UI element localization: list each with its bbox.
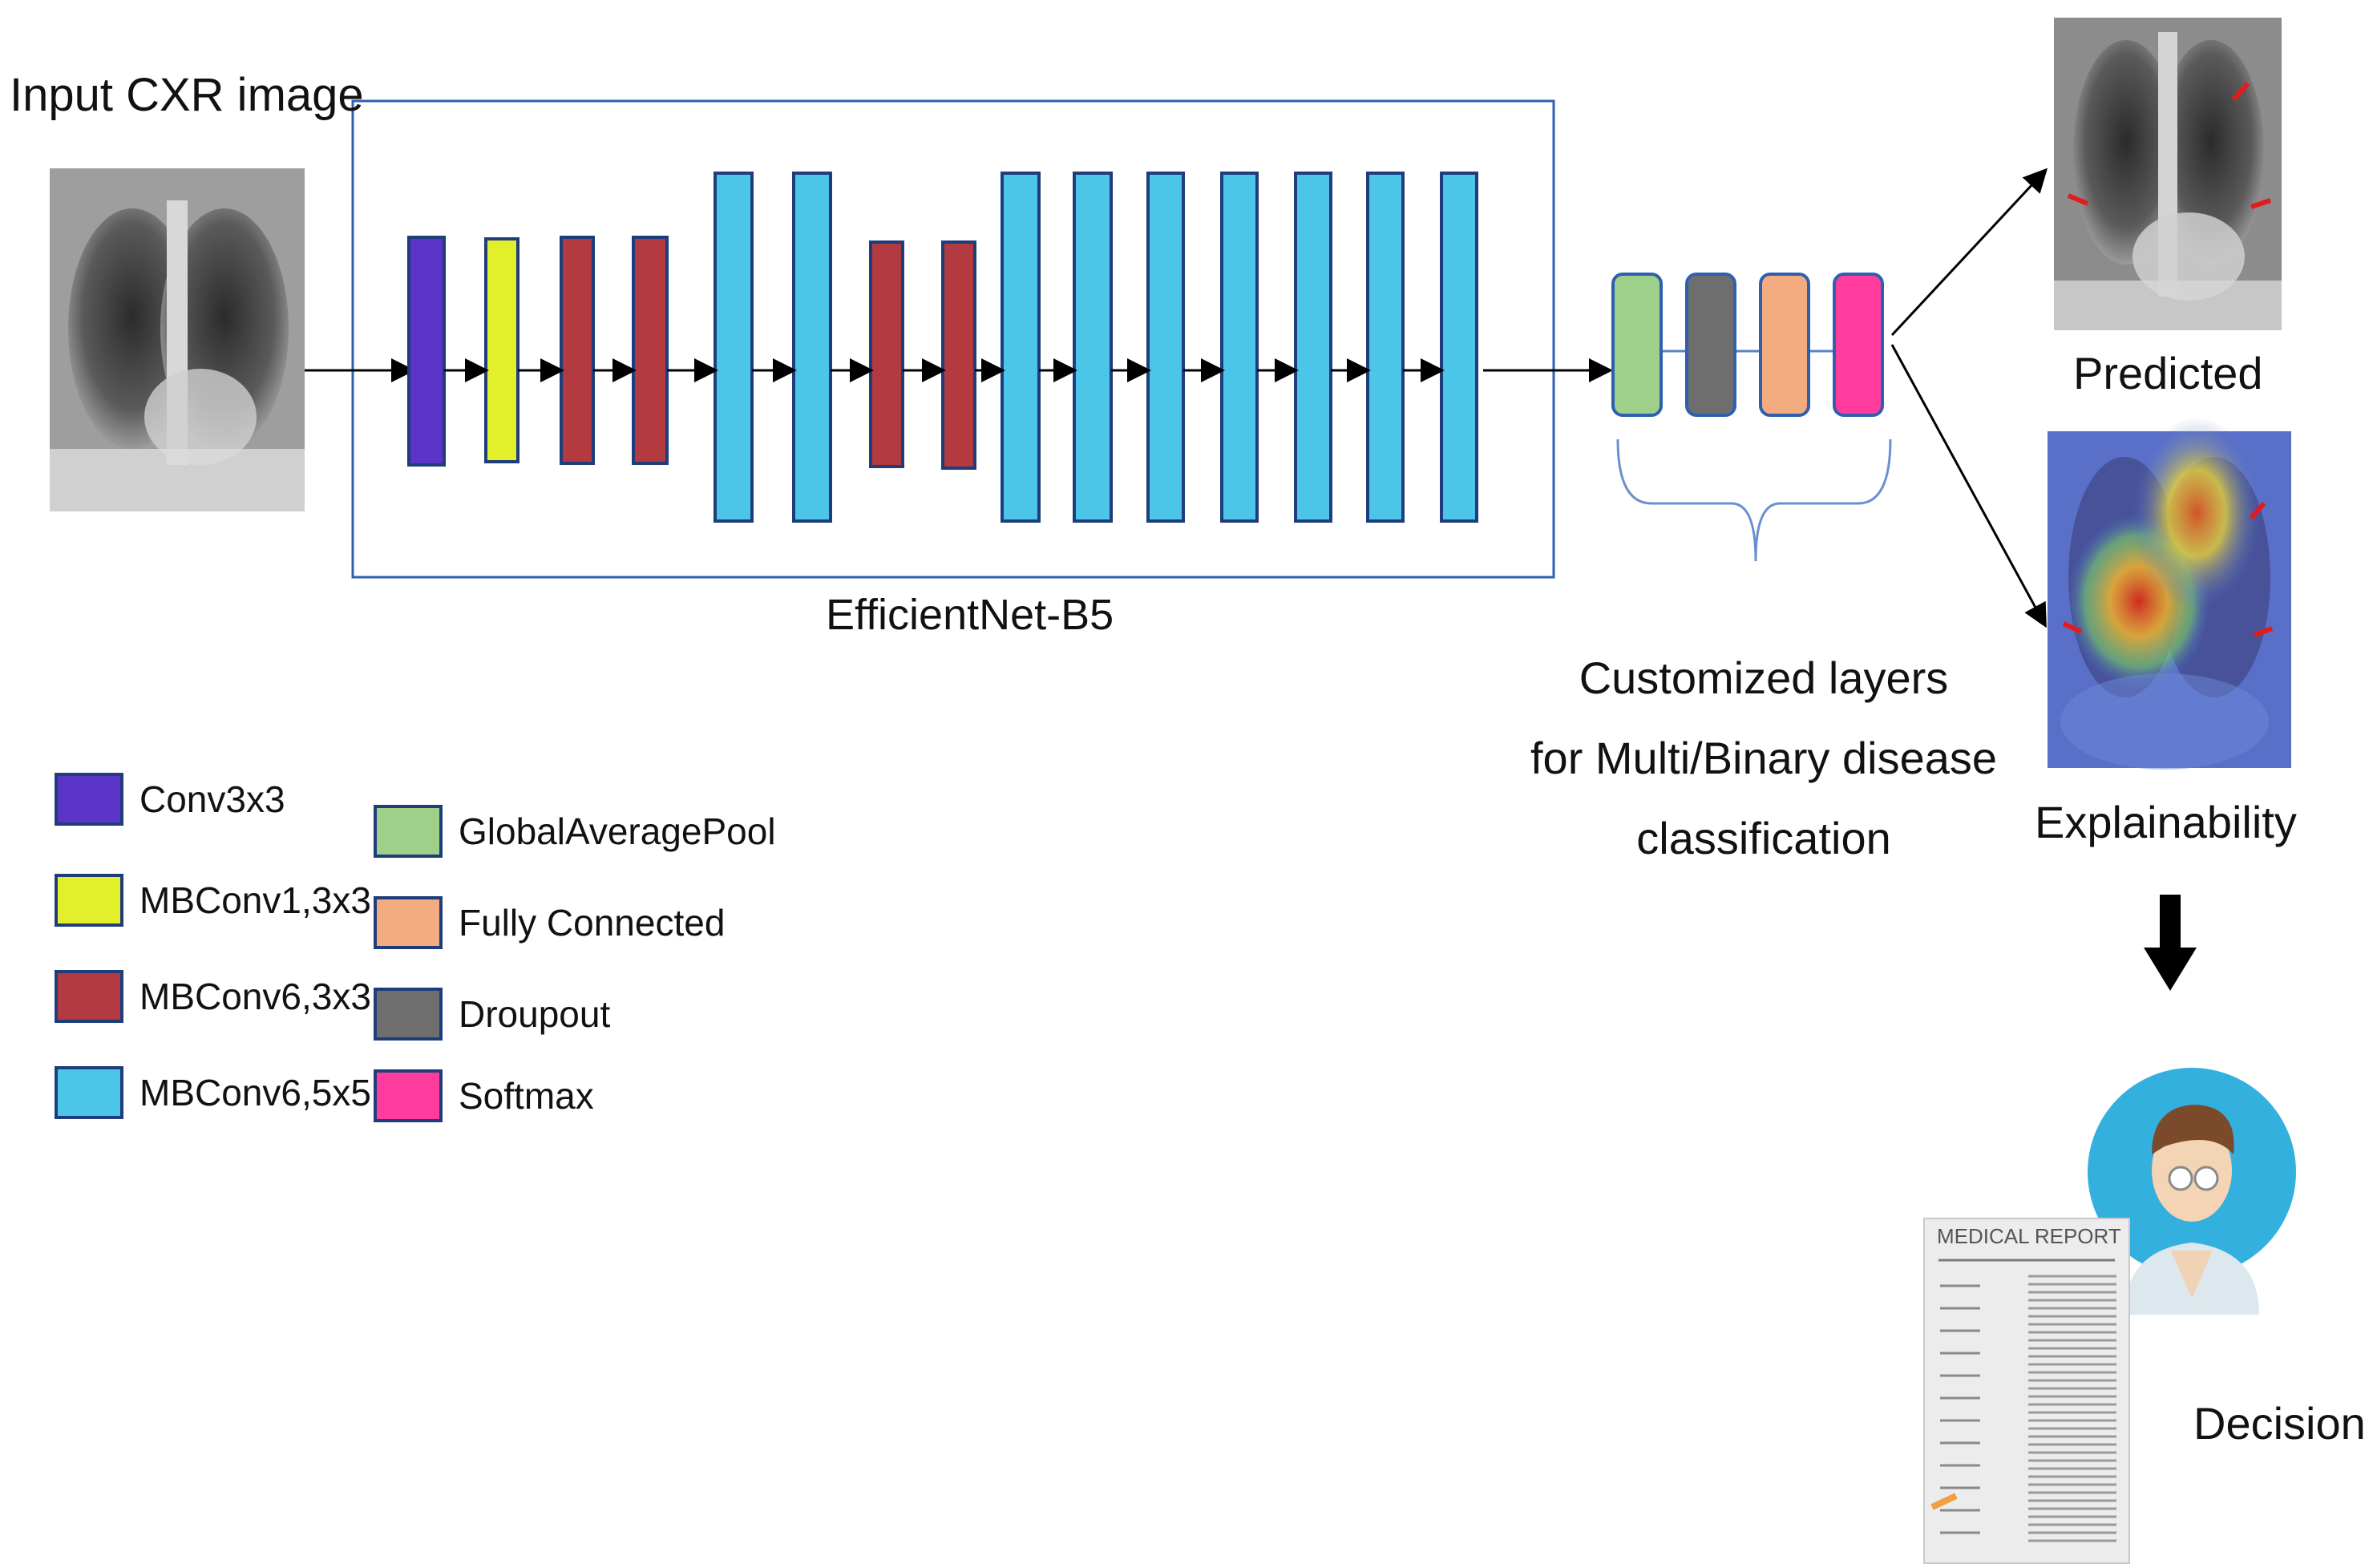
custom-caption-line-1: Customized layers <box>1579 653 1949 703</box>
custom-layers-brace <box>1616 438 1892 562</box>
legend-label: MBConv6,3x3 <box>139 976 371 1017</box>
legend-swatch <box>374 805 443 858</box>
decision-down-arrow <box>2144 895 2197 991</box>
backbone-block <box>1440 172 1478 523</box>
predicted-label: Predicted <box>2073 348 2263 398</box>
custom-layer-block <box>1833 273 1884 417</box>
backbone-block <box>1220 172 1259 523</box>
custom-layer-block <box>1611 273 1663 417</box>
legend-swatch <box>374 1069 443 1122</box>
custom-caption-line-3: classification <box>1636 813 1891 863</box>
backbone-block <box>869 240 904 468</box>
legend-swatch <box>374 988 443 1041</box>
legend-label: GlobalAveragePool <box>459 810 776 852</box>
legend-label: Fully Connected <box>459 902 726 944</box>
legend-label: Conv3x3 <box>139 778 285 820</box>
backbone-label: EfficientNet-B5 <box>826 591 1114 639</box>
legend-swatch <box>55 773 123 826</box>
legend-label: Droupout <box>459 993 611 1035</box>
legend-label: Softmax <box>459 1075 594 1117</box>
predicted-arrow <box>1890 168 2048 337</box>
backbone-block <box>632 236 669 465</box>
backbone-block <box>407 236 446 467</box>
predicted-xray-image <box>2054 18 2282 330</box>
backbone-block <box>1073 172 1113 523</box>
legend-swatch <box>374 896 443 949</box>
backbone-block <box>560 236 595 465</box>
backbone-block <box>1366 172 1405 523</box>
legend-swatch <box>55 970 123 1023</box>
explainability-heatmap-image <box>2048 417 2291 770</box>
backbone-blocks <box>407 172 1478 523</box>
backbone-block <box>1146 172 1185 523</box>
efficientnet-frame <box>351 99 1555 579</box>
explainability-label: Explainability <box>2035 797 2297 847</box>
custom-caption-line-2: for Multi/Binary disease <box>1530 733 1997 783</box>
report-title: MEDICAL REPORT <box>1937 1224 2121 1248</box>
legend-swatch <box>55 1066 123 1119</box>
custom-layer-blocks <box>1611 273 1884 417</box>
custom-layers-caption: Customized layers for Multi/Binary disea… <box>1507 638 2020 879</box>
legend-swatch <box>55 874 123 927</box>
custom-layer-block <box>1685 273 1736 417</box>
legend-label: MBConv1,3x3 <box>139 879 371 921</box>
doctor-icon <box>2088 1068 2296 1315</box>
backbone-block <box>1294 172 1332 523</box>
legend-label: MBConv6,5x5 <box>139 1072 371 1113</box>
medical-report-icon <box>1923 1218 2130 1564</box>
backbone-block <box>484 237 519 463</box>
backbone-block <box>1001 172 1041 523</box>
backbone-block <box>792 172 832 523</box>
decision-label: Decision <box>2193 1398 2366 1449</box>
backbone-block <box>714 172 754 523</box>
custom-layer-block <box>1759 273 1810 417</box>
input-xray-image <box>50 168 305 511</box>
explainability-arrow <box>1890 344 2047 628</box>
input-image-title: Input CXR image <box>10 69 364 121</box>
backbone-block <box>941 240 976 470</box>
